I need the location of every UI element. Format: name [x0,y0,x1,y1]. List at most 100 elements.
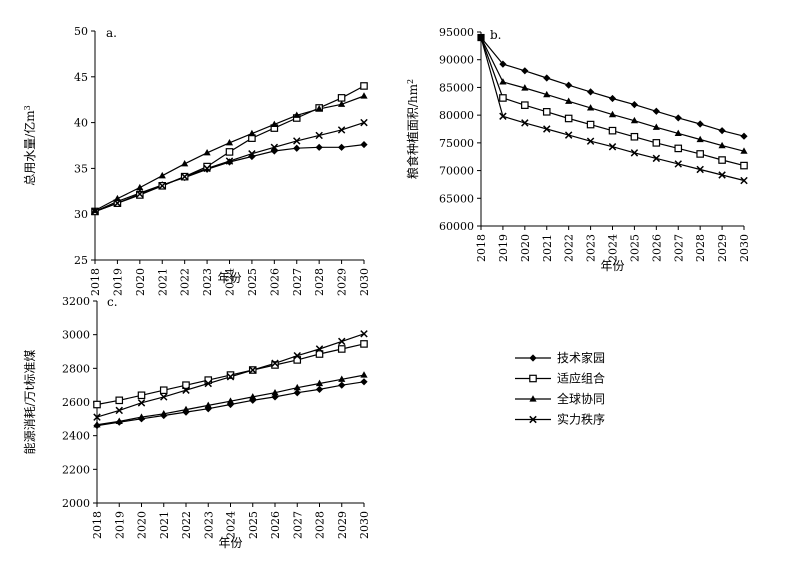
x-tick-label: 2025 [247,511,260,539]
data-point [338,375,346,382]
data-point [564,131,573,139]
x-tick-label: 2018 [91,511,104,539]
data-point [113,194,122,202]
y-axis-title: 总用水量/亿m3 [22,105,37,186]
data-point [652,123,660,130]
data-point [543,125,551,133]
data-point [248,129,256,137]
data-point [204,376,213,384]
data-point [158,171,166,179]
y-axis-title: 粮食种植面积/hm2 [405,79,420,179]
legend-marker [529,354,537,362]
data-point [137,399,146,407]
data-point [160,409,168,417]
x-tick-label: 2030 [358,511,371,539]
data-point [182,386,190,394]
data-point [293,111,301,118]
data-point [315,105,323,112]
data-point [182,405,190,413]
series-markers-4 [499,112,748,185]
data-point [93,420,101,428]
data-point [226,373,235,381]
data-point [740,176,748,185]
data-point [630,116,639,124]
y-tick-label: 2800 [62,362,90,375]
data-point [315,345,324,353]
panel-a: 25 30 35 40 45 50 2018 2019 2020 2021 2022 2023 2024… [22,25,371,296]
panel-label: c. [107,295,118,309]
y-tick-label: 45 [74,71,88,84]
panel-label: a. [106,26,117,40]
y-tick-label: 30 [74,208,88,221]
data-point [630,101,639,109]
legend-item: 技术家园 [515,350,605,365]
y-axis-title-sup: 3 [23,105,32,110]
y-tick-label: 70000 [439,165,474,178]
data-point [337,126,346,134]
data-point [674,144,683,153]
data-point [360,140,368,149]
data-point [338,381,346,389]
x-tick-label: 2027 [291,511,304,539]
data-point [586,88,595,96]
x-tick-label: 2022 [180,511,193,539]
data-point [293,351,301,360]
data-point [696,165,704,174]
x-tick-label: 2022 [563,234,576,262]
y-tick-label: 95000 [439,26,474,39]
x-tick-label: 2020 [136,511,149,539]
legend-label: 实力秩序 [557,412,605,427]
data-point [718,127,726,135]
data-point [674,114,682,122]
data-point [270,143,279,152]
legend-label: 全球协同 [557,391,605,406]
data-point [225,148,234,156]
y-tick-label: 3000 [62,329,90,342]
data-point [337,94,346,102]
data-point [542,108,551,116]
data-point [226,397,235,404]
panel-label: b. [490,28,502,42]
x-tick-label: 2028 [313,268,326,296]
data-point [248,150,256,158]
series-markers-2 [93,340,368,409]
data-point [360,82,368,90]
data-point [249,396,257,404]
x-tick-label: 2020 [134,268,147,296]
x-tick-label: 2023 [202,511,215,539]
data-point [565,81,573,89]
x-tick-label: 2029 [716,234,729,262]
data-point [137,391,146,400]
data-point [674,160,682,168]
data-point [586,137,595,145]
x-tick-label: 2026 [268,268,281,296]
y-tick-label: 35 [74,162,88,175]
data-point [499,60,507,68]
data-point [521,101,529,109]
y-tick-label: 40 [74,117,88,130]
data-point [630,149,639,157]
series-markers-4 [93,330,368,421]
y-tick-label: 90000 [439,54,474,67]
data-point [315,131,323,140]
data-point [226,400,235,409]
data-point [115,406,123,415]
y-tick-label: 75000 [439,137,474,150]
y-axis-title-sup: 2 [406,79,415,84]
x-axis-title: 年份 [217,271,241,285]
data-point [543,90,551,98]
data-point [203,164,211,173]
legend-marker [529,395,537,402]
x-tick-label: 2024 [225,511,238,539]
data-point [608,143,617,151]
x-axis-title: 年份 [600,259,624,273]
data-point [137,413,146,420]
data-point [181,160,189,167]
y-tick-label: 2200 [62,463,90,476]
data-point [521,119,529,127]
data-point [360,92,368,99]
series-line-4 [94,122,365,213]
data-point [337,345,346,353]
data-point [696,135,704,143]
y-tick-label: 65000 [439,192,474,205]
